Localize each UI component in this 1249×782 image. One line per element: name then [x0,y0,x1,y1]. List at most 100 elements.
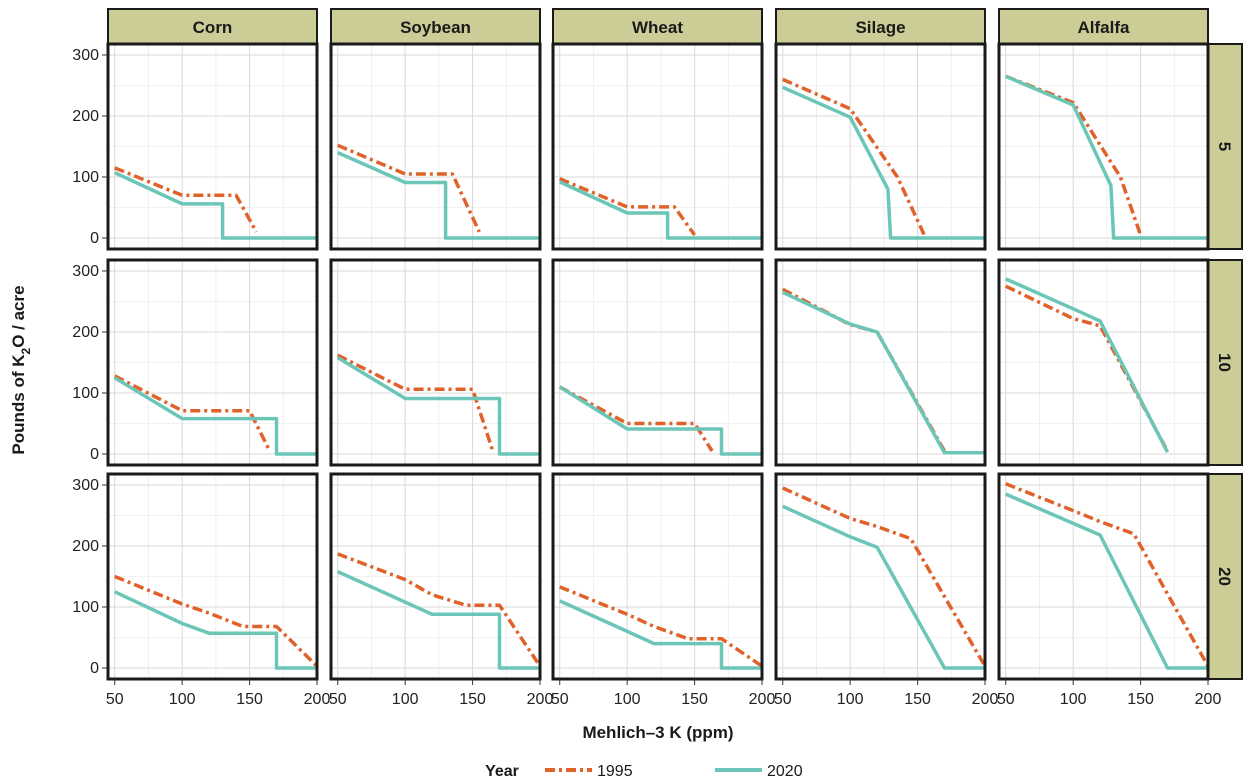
series-2020-line [336,356,540,456]
x-tick-label: 50 [774,691,792,708]
panel-border [106,258,319,467]
panel-border [774,42,987,251]
x-tick-label: 100 [392,691,419,708]
panel-corn-10 [106,258,319,467]
panel-soybean-5 [329,42,542,251]
panel-wheat-20 [551,472,764,681]
panel-wheat-5 [551,42,764,251]
series-2020-line [558,599,762,670]
panel-corn-5 [106,42,319,251]
x-tick-label: 50 [329,691,347,708]
series-2020-line [113,376,317,456]
x-tick-label: 150 [1127,691,1154,708]
chart-panels: Corn Soybean Wheat Silage Alfalfa 5 10 200 100 20… [72,8,1243,708]
series-1995-line [114,574,319,668]
x-tick-label: 150 [236,691,263,708]
y-tick-label: 0 [90,446,99,463]
panel-border [329,472,542,681]
panel-corn-20 [106,472,319,681]
x-axis-title: Mehlich–3 K (ppm) [582,723,733,742]
panel-border [106,472,319,681]
panel-border [329,42,542,251]
legend-label-1995: 1995 [597,763,633,780]
panel-alfalfa-20 [997,472,1210,681]
y-axis-title-subscript: 2 [19,347,33,354]
y-tick-label: 0 [90,660,99,677]
y-tick-label: 100 [72,169,99,186]
panel-soybean-10 [329,258,542,467]
x-tick-label: 200 [749,691,776,708]
row-strip-label-5: 5 [1215,142,1234,151]
series-1995-line [781,486,987,668]
panel-wheat-10 [551,258,764,467]
series-2020-line [781,290,985,455]
panel-border [997,42,1210,251]
panel-border [551,42,764,251]
y-tick-label: 300 [72,477,99,494]
series-2020-line [336,570,540,670]
y-tick-label: 200 [72,108,99,125]
series-1995-line [113,374,272,452]
x-tick-label: 100 [169,691,196,708]
x-tick-label: 200 [1195,691,1222,708]
legend: Year 1995 2020 [485,763,803,780]
series-2020-line [1005,74,1208,240]
y-tick-label: 300 [72,47,99,64]
x-tick-label: 50 [997,691,1015,708]
x-tick-label: 150 [681,691,708,708]
strip-corn [107,8,318,45]
series-2020-line [558,385,762,456]
panel-border [997,258,1210,467]
series-2020-line [781,504,985,670]
strip-silage [775,8,986,45]
strip-label-alfalfa: Alfalfa [1078,18,1131,37]
panel-border [774,258,987,467]
y-axis-title-prefix: Pounds of K [9,354,28,455]
panel-silage-10 [774,258,987,467]
y-tick-label: 100 [72,385,99,402]
series-1995-line [782,77,926,236]
strip-label-soybean: Soybean [400,18,471,37]
y-tick-label: 100 [72,599,99,616]
series-1995-line [558,385,714,452]
y-axis-title: Pounds of K2O / acre [9,285,33,454]
series-1995-line [114,166,258,233]
series-2020-line [781,85,985,240]
panel-border [997,472,1210,681]
y-axis-title-suffix: O / acre [9,285,28,347]
x-tick-label: 50 [106,691,124,708]
y-tick-label: 200 [72,324,99,341]
panel-silage-5 [774,42,987,251]
panel-border [329,258,542,467]
x-tick-label: 100 [837,691,864,708]
series-1995-line [337,552,542,668]
y-tick-label: 200 [72,538,99,555]
series-1995-line [559,585,763,668]
series-1995-line [1005,482,1210,668]
y-tick-label: 300 [72,263,99,280]
strip-label-wheat: Wheat [632,18,683,37]
series-1995-line [336,353,495,452]
legend-title: Year [485,763,519,780]
series-2020-line [1005,492,1208,670]
strip-label-silage: Silage [855,18,905,37]
x-tick-label: 200 [527,691,554,708]
x-tick-label: 100 [1060,691,1087,708]
x-tick-label: 150 [459,691,486,708]
series-2020-line [113,171,317,240]
series-1995-line [559,177,697,237]
x-tick-label: 50 [551,691,569,708]
y-tick-label: 0 [90,230,99,247]
panel-soybean-20 [329,472,542,681]
x-tick-label: 150 [904,691,931,708]
series-2020-line [558,180,762,240]
strip-label-corn: Corn [193,18,233,37]
panel-border [551,472,764,681]
x-tick-label: 100 [614,691,641,708]
strip-soybean [330,8,541,45]
legend-label-2020: 2020 [767,763,803,780]
row-strip-10 [1207,259,1243,466]
row-strip-label-10: 10 [1215,353,1234,372]
series-2020-line [336,150,540,240]
